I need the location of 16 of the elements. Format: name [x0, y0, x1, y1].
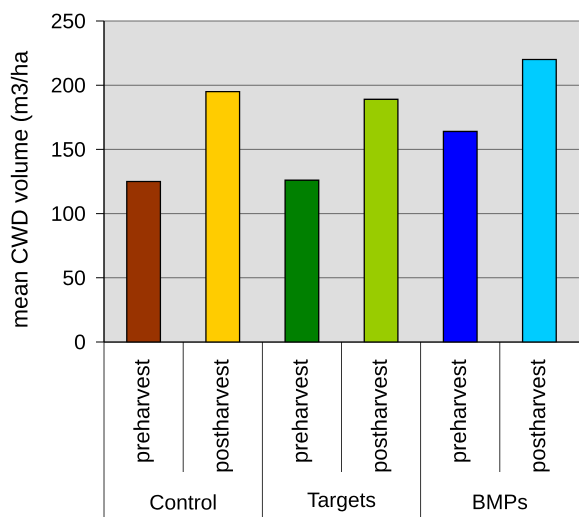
text: Targets	[308, 492, 376, 512]
y-axis-title: mean CWD volume (m3/ha	[10, 50, 32, 327]
y-tick-label: 200	[52, 78, 85, 93]
text: BMPs	[474, 494, 528, 510]
y-tick-label: 250	[52, 14, 85, 28]
x-tick-label: postharvest	[212, 359, 234, 472]
x-tick-label: postharvest	[529, 359, 550, 472]
x-tick-label: preharvest	[133, 359, 154, 462]
x-tick-label: postharvest	[370, 359, 392, 472]
y-tick-label: 100	[52, 206, 85, 222]
y-tick-label: 150	[52, 142, 85, 157]
text: Control	[150, 494, 216, 510]
x-tick-label: preharvest	[292, 359, 312, 462]
x-tick-label: preharvest	[450, 359, 470, 462]
y-tick-label: 0	[74, 334, 85, 350]
y-tick-label: 50	[63, 270, 85, 286]
